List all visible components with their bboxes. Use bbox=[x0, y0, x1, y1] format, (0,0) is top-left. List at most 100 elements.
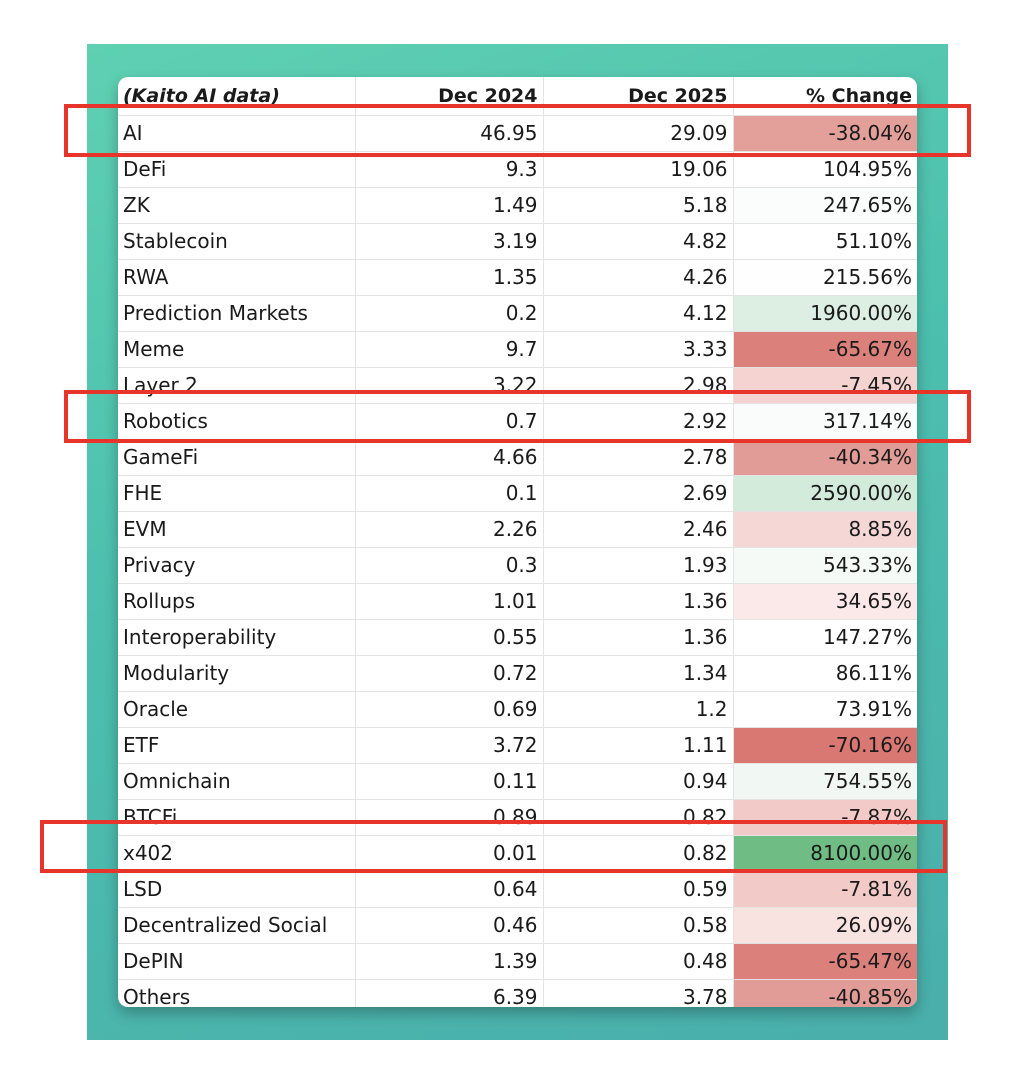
category-name-cell: Interoperability bbox=[118, 619, 356, 656]
spreadsheet-card: (Kaito AI data) Dec 2024 Dec 2025 % Chan… bbox=[118, 77, 917, 1007]
dec-2025-value-cell: 5.18 bbox=[543, 187, 734, 224]
table-row: DePIN 1.39 0.48 -65.47% bbox=[118, 943, 917, 980]
category-name-cell: AI bbox=[118, 115, 356, 152]
dec-2024-value-cell: 9.3 bbox=[355, 151, 544, 188]
dec-2025-value-cell: 0.82 bbox=[543, 799, 734, 836]
category-name-cell: FHE bbox=[118, 475, 356, 512]
dec-2024-value-cell: 46.95 bbox=[355, 115, 544, 152]
percent-change-cell: -7.81% bbox=[733, 871, 917, 908]
header-dec-2024: Dec 2024 bbox=[355, 77, 544, 116]
dec-2024-value-cell: 3.22 bbox=[355, 367, 544, 404]
percent-change-cell: 86.11% bbox=[733, 655, 917, 692]
table-row: Others 6.39 3.78 -40.85% bbox=[118, 979, 917, 1007]
dec-2024-value-cell: 3.19 bbox=[355, 223, 544, 260]
dec-2024-value-cell: 2.26 bbox=[355, 511, 544, 548]
table-row: Omnichain 0.11 0.94 754.55% bbox=[118, 763, 917, 800]
percent-change-cell: -7.87% bbox=[733, 799, 917, 836]
dec-2024-value-cell: 0.11 bbox=[355, 763, 544, 800]
dec-2024-value-cell: 0.7 bbox=[355, 403, 544, 440]
dec-2025-value-cell: 2.78 bbox=[543, 439, 734, 476]
percent-change-cell: 317.14% bbox=[733, 403, 917, 440]
dec-2024-value-cell: 3.72 bbox=[355, 727, 544, 764]
dec-2025-value-cell: 2.46 bbox=[543, 511, 734, 548]
dec-2024-value-cell: 9.7 bbox=[355, 331, 544, 368]
dec-2025-value-cell: 2.98 bbox=[543, 367, 734, 404]
category-mindshare-table: (Kaito AI data) Dec 2024 Dec 2025 % Chan… bbox=[118, 77, 917, 1007]
dec-2024-value-cell: 1.49 bbox=[355, 187, 544, 224]
dec-2024-value-cell: 0.01 bbox=[355, 835, 544, 872]
header-source-label: (Kaito AI data) bbox=[118, 77, 356, 116]
category-name-cell: Rollups bbox=[118, 583, 356, 620]
dec-2024-value-cell: 0.3 bbox=[355, 547, 544, 584]
percent-change-cell: -65.67% bbox=[733, 331, 917, 368]
table-row: BTCFi 0.89 0.82 -7.87% bbox=[118, 799, 917, 836]
dec-2025-value-cell: 0.59 bbox=[543, 871, 734, 908]
table-row: RWA 1.35 4.26 215.56% bbox=[118, 259, 917, 296]
dec-2024-value-cell: 1.01 bbox=[355, 583, 544, 620]
dec-2025-value-cell: 19.06 bbox=[543, 151, 734, 188]
table-body: AI 46.95 29.09 -38.04% DeFi 9.3 19.06 104.95% ZK… bbox=[118, 115, 917, 1007]
percent-change-cell: 2590.00% bbox=[733, 475, 917, 512]
table-row: FHE 0.1 2.69 2590.00% bbox=[118, 475, 917, 512]
dec-2024-value-cell: 6.39 bbox=[355, 979, 544, 1007]
category-name-cell: Oracle bbox=[118, 691, 356, 728]
percent-change-cell: 8.85% bbox=[733, 511, 917, 548]
dec-2024-value-cell: 0.2 bbox=[355, 295, 544, 332]
dec-2024-value-cell: 1.39 bbox=[355, 943, 544, 980]
dec-2025-value-cell: 0.58 bbox=[543, 907, 734, 944]
header-percent-change: % Change bbox=[733, 77, 917, 116]
category-name-cell: Robotics bbox=[118, 403, 356, 440]
category-name-cell: Prediction Markets bbox=[118, 295, 356, 332]
table-row: GameFi 4.66 2.78 -40.34% bbox=[118, 439, 917, 476]
dec-2024-value-cell: 0.46 bbox=[355, 907, 544, 944]
dec-2024-value-cell: 0.1 bbox=[355, 475, 544, 512]
dec-2025-value-cell: 4.26 bbox=[543, 259, 734, 296]
table-row: ZK 1.49 5.18 247.65% bbox=[118, 187, 917, 224]
category-name-cell: Decentralized Social bbox=[118, 907, 356, 944]
table-header-row: (Kaito AI data) Dec 2024 Dec 2025 % Chan… bbox=[118, 77, 917, 116]
percent-change-cell: -38.04% bbox=[733, 115, 917, 152]
category-name-cell: DePIN bbox=[118, 943, 356, 980]
dec-2025-value-cell: 1.36 bbox=[543, 619, 734, 656]
percent-change-cell: 73.91% bbox=[733, 691, 917, 728]
category-name-cell: GameFi bbox=[118, 439, 356, 476]
dec-2025-value-cell: 2.92 bbox=[543, 403, 734, 440]
percent-change-cell: -65.47% bbox=[733, 943, 917, 980]
table-row: Meme 9.7 3.33 -65.67% bbox=[118, 331, 917, 368]
table-row: x402 0.01 0.82 8100.00% bbox=[118, 835, 917, 872]
category-name-cell: ZK bbox=[118, 187, 356, 224]
table-row: Layer 2 3.22 2.98 -7.45% bbox=[118, 367, 917, 404]
dec-2025-value-cell: 3.78 bbox=[543, 979, 734, 1007]
category-name-cell: RWA bbox=[118, 259, 356, 296]
table-row: ETF 3.72 1.11 -70.16% bbox=[118, 727, 917, 764]
category-name-cell: Omnichain bbox=[118, 763, 356, 800]
percent-change-cell: 34.65% bbox=[733, 583, 917, 620]
category-name-cell: Meme bbox=[118, 331, 356, 368]
category-name-cell: Privacy bbox=[118, 547, 356, 584]
table-row: AI 46.95 29.09 -38.04% bbox=[118, 115, 917, 152]
table-row: LSD 0.64 0.59 -7.81% bbox=[118, 871, 917, 908]
dec-2025-value-cell: 29.09 bbox=[543, 115, 734, 152]
table-row: DeFi 9.3 19.06 104.95% bbox=[118, 151, 917, 188]
table-row: Prediction Markets 0.2 4.12 1960.00% bbox=[118, 295, 917, 332]
category-name-cell: Layer 2 bbox=[118, 367, 356, 404]
dec-2024-value-cell: 0.72 bbox=[355, 655, 544, 692]
dec-2024-value-cell: 0.55 bbox=[355, 619, 544, 656]
category-name-cell: DeFi bbox=[118, 151, 356, 188]
dec-2024-value-cell: 4.66 bbox=[355, 439, 544, 476]
dec-2025-value-cell: 2.69 bbox=[543, 475, 734, 512]
dec-2025-value-cell: 0.94 bbox=[543, 763, 734, 800]
dec-2024-value-cell: 0.64 bbox=[355, 871, 544, 908]
percent-change-cell: 543.33% bbox=[733, 547, 917, 584]
percent-change-cell: -40.85% bbox=[733, 979, 917, 1007]
table-row: Decentralized Social 0.46 0.58 26.09% bbox=[118, 907, 917, 944]
table-row: Stablecoin 3.19 4.82 51.10% bbox=[118, 223, 917, 260]
percent-change-cell: 247.65% bbox=[733, 187, 917, 224]
category-name-cell: EVM bbox=[118, 511, 356, 548]
table-row: Robotics 0.7 2.92 317.14% bbox=[118, 403, 917, 440]
table-row: EVM 2.26 2.46 8.85% bbox=[118, 511, 917, 548]
dec-2025-value-cell: 0.48 bbox=[543, 943, 734, 980]
percent-change-cell: 147.27% bbox=[733, 619, 917, 656]
dec-2025-value-cell: 0.82 bbox=[543, 835, 734, 872]
